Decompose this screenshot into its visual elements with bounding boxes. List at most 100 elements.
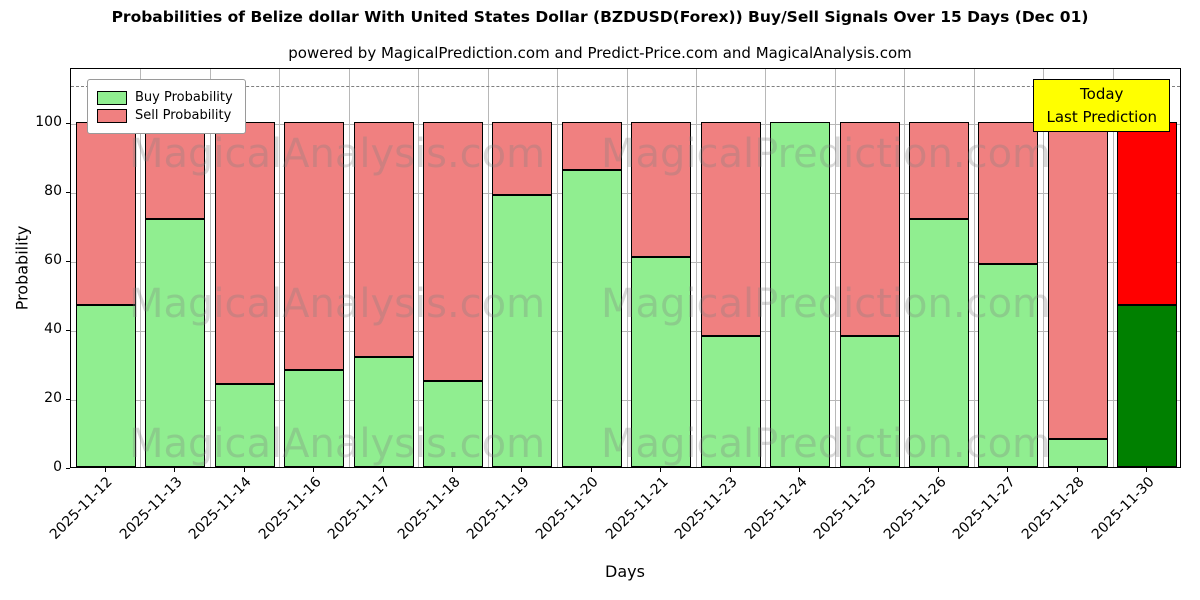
x-tick-label: 2025-11-27 (949, 474, 1019, 543)
buy-segment (75, 304, 136, 467)
horizontal-gridline (71, 262, 1180, 264)
legend-label-sell: Sell Probability (135, 108, 232, 123)
buy-segment (1117, 304, 1178, 467)
stacked-bar (631, 122, 692, 467)
stacked-bar (839, 122, 900, 467)
plot-area: MagicalAnalysis.com MagicalPrediction.com… (70, 68, 1181, 468)
y-tick-label: 40 (44, 321, 62, 338)
x-tick-mark (104, 468, 106, 472)
x-tick-mark (1146, 468, 1148, 472)
y-tick-mark (66, 261, 70, 263)
watermark-text: MagicalAnalysis.com (129, 281, 546, 327)
vertical-gridline (973, 69, 975, 467)
legend-entry-buy: Buy Probability (97, 90, 233, 105)
vertical-gridline (765, 69, 767, 467)
y-tick-label: 60 (44, 252, 62, 269)
y-tick-mark (66, 330, 70, 332)
watermark-text: MagicalPrediction.com (601, 421, 1051, 467)
stacked-bar (561, 122, 622, 467)
stacked-bar (770, 122, 831, 467)
sell-segment (909, 122, 969, 219)
x-tick-label: 2025-11-16 (255, 474, 325, 543)
sell-segment (75, 122, 136, 305)
x-tick-label: 2025-11-13 (116, 474, 186, 543)
x-tick-mark (938, 468, 939, 472)
chart-subtitle: powered by MagicalPrediction.com and Pre… (288, 44, 912, 62)
x-tick-mark (174, 468, 176, 472)
x-tick-mark (521, 468, 523, 472)
vertical-gridline (626, 69, 628, 467)
stacked-bar (978, 122, 1039, 467)
buy-segment (214, 384, 275, 467)
x-tick-label: 2025-11-30 (1088, 474, 1158, 543)
x-tick-mark (868, 468, 870, 472)
legend-label-buy: Buy Probability (135, 90, 233, 105)
x-tick-label: 2025-11-28 (1019, 474, 1089, 543)
sell-segment (284, 122, 344, 371)
x-tick-label: 2025-11-25 (810, 474, 880, 543)
x-tick-label: 2025-11-14 (186, 474, 255, 543)
y-tick-mark (66, 399, 70, 400)
vertical-gridline (418, 69, 420, 467)
buy-segment (1047, 439, 1108, 467)
x-tick-label: 2025-11-20 (533, 474, 603, 543)
sell-segment (839, 122, 900, 336)
buy-segment (700, 336, 761, 467)
vertical-gridline (904, 69, 906, 467)
x-tick-label: 2025-11-21 (602, 474, 672, 543)
x-tick-label: 2025-11-26 (880, 474, 950, 543)
x-tick-mark (313, 468, 314, 472)
watermark-text: MagicalPrediction.com (601, 131, 1051, 177)
sell-segment (978, 122, 1039, 264)
buy-segment (422, 380, 483, 467)
horizontal-gridline (71, 400, 1180, 401)
vertical-gridline (209, 69, 211, 467)
sell-segment (700, 122, 761, 336)
stacked-bar (353, 122, 414, 467)
watermark-text: MagicalAnalysis.com (129, 421, 546, 467)
vertical-gridline (140, 69, 142, 467)
y-tick-label: 100 (35, 114, 62, 131)
vertical-gridline (557, 69, 559, 467)
stacked-bar (75, 122, 136, 467)
x-tick-mark (451, 468, 453, 472)
x-tick-mark (660, 468, 662, 472)
sell-segment (631, 122, 692, 257)
stacked-bar (1047, 122, 1108, 467)
vertical-gridline (1112, 69, 1114, 467)
buy-segment (284, 370, 344, 467)
x-tick-mark (729, 468, 731, 472)
today-annotation-line1: Today (1080, 85, 1124, 103)
x-tick-mark (382, 468, 384, 472)
vertical-gridline (834, 69, 836, 467)
buy-segment (561, 170, 622, 467)
buy-segment (353, 356, 414, 467)
stacked-bar (700, 122, 761, 467)
buy-color-swatch (97, 90, 127, 105)
y-tick-label: 0 (53, 459, 62, 475)
sell-color-swatch (97, 108, 127, 123)
buy-segment (978, 263, 1039, 467)
x-tick-mark (1007, 468, 1009, 472)
y-tick-mark (66, 192, 70, 194)
x-tick-mark (590, 468, 592, 472)
legend: Buy Probability Sell Probability (87, 79, 246, 134)
sell-segment (1047, 122, 1108, 440)
sell-segment (353, 122, 414, 357)
buy-segment (492, 194, 553, 467)
buy-segment (770, 122, 831, 467)
sell-segment (422, 122, 483, 381)
x-tick-label: 2025-11-18 (394, 474, 464, 543)
stacked-bar (1117, 122, 1178, 467)
x-tick-label: 2025-11-12 (47, 474, 117, 543)
watermark-text: MagicalPrediction.com (601, 281, 1051, 327)
y-tick-mark (66, 468, 70, 469)
buy-segment (631, 256, 692, 467)
vertical-gridline (348, 69, 350, 467)
vertical-gridline (487, 69, 489, 467)
stacked-bar (909, 122, 969, 467)
buy-segment (145, 218, 206, 467)
upper-dashed-gridline (71, 86, 1180, 88)
x-tick-label: 2025-11-23 (672, 474, 742, 543)
